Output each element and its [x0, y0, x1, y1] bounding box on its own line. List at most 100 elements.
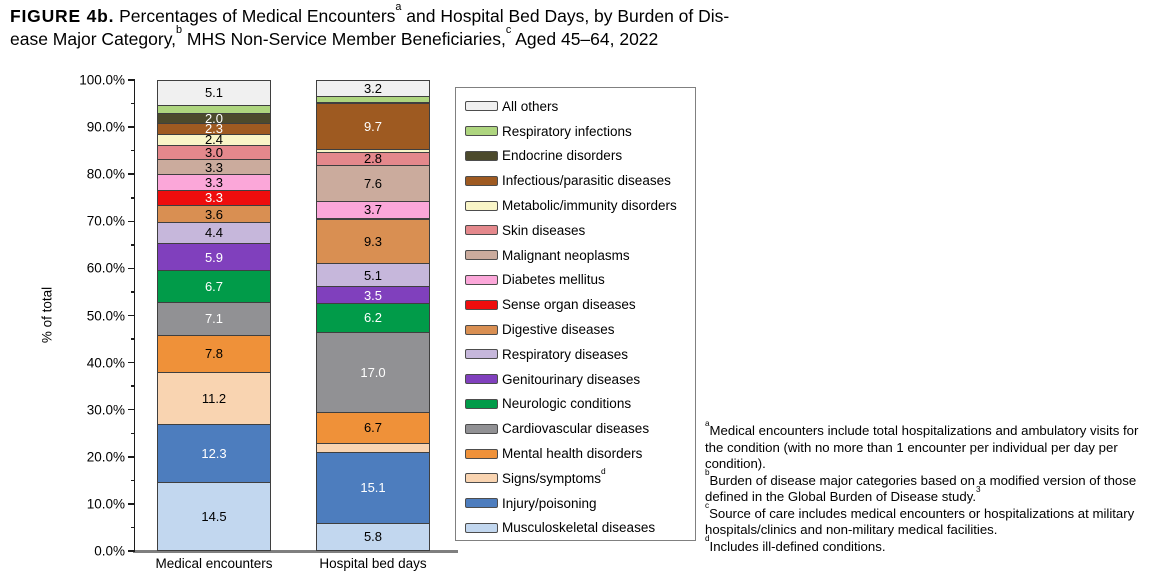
- y-axis-tick: [128, 79, 135, 81]
- y-axis-tick-label: 20.0%: [86, 449, 125, 465]
- y-axis-tick-label: 80.0%: [86, 166, 125, 182]
- bar-segment: 5.1: [158, 81, 270, 105]
- y-axis-tick: [128, 361, 135, 364]
- footnote-superscript: b: [705, 468, 710, 478]
- legend-swatch: [465, 299, 498, 310]
- bar-segment: 9.7: [317, 103, 429, 149]
- bar-segment: 2.3: [158, 122, 270, 135]
- footnote: bBurden of disease major categories base…: [705, 468, 1137, 504]
- legend-swatch: [465, 374, 498, 385]
- bar-segment: 5.9: [158, 242, 270, 271]
- legend-label: Neurologic conditions: [502, 396, 632, 412]
- y-axis-tick: [131, 526, 135, 529]
- segment-value-label: 2.0: [204, 111, 224, 127]
- segment-value-label: 14.5: [201, 508, 227, 524]
- legend-swatch: [465, 473, 498, 484]
- y-axis-tick: [128, 550, 135, 552]
- segment-value-label: 6.7: [363, 420, 383, 436]
- segment-value-label: 2.4: [204, 132, 224, 148]
- legend-item: Injury/poisoning: [465, 491, 695, 516]
- title-line2-end: Aged 45–64, 2022: [511, 29, 659, 49]
- y-axis-title: % of total: [39, 286, 55, 344]
- bar-segment: 4.4: [158, 222, 270, 243]
- segment-value-label: 7.6: [363, 175, 383, 191]
- category-label-medical-encounters: Medical encounters: [155, 556, 273, 571]
- legend-label: Endocrine disorders: [502, 148, 623, 164]
- segment-value-label: 3.5: [363, 287, 383, 303]
- legend-label: Sense organ diseases: [502, 297, 636, 313]
- bar-segment: 6.7: [317, 411, 429, 444]
- y-axis-tick-label: 30.0%: [86, 402, 125, 418]
- y-axis-tick-label: 10.0%: [86, 496, 125, 512]
- y-axis-tick: [131, 338, 135, 340]
- segment-value-label: 3.7: [363, 202, 383, 218]
- y-axis-tick: [131, 197, 135, 199]
- legend-label: Respiratory infections: [502, 123, 632, 139]
- bar-segment: 14.5: [158, 481, 270, 550]
- legend-item: Genitourinary diseases: [465, 367, 695, 392]
- legend-label: Musculoskeletal diseases: [502, 520, 656, 536]
- bar-segment: 9.3: [317, 218, 429, 263]
- legend-swatch: [465, 498, 498, 509]
- y-axis-tick-label: 60.0%: [86, 260, 125, 276]
- legend-item: Respiratory infections: [465, 119, 695, 144]
- legend-item: Malignant neoplasms: [465, 243, 695, 268]
- segment-value-label: 3.3: [204, 190, 224, 206]
- legend-label: Malignant neoplasms: [502, 247, 630, 263]
- y-axis-tick: [131, 102, 135, 105]
- legend-item: Metabolic/immunity disorders: [465, 193, 695, 218]
- legend-item: Cardiovascular diseases: [465, 416, 695, 441]
- y-axis-tick-label: 40.0%: [86, 355, 125, 371]
- bar-segment: 3.5: [317, 286, 429, 303]
- segment-value-label: 7.1: [204, 311, 224, 327]
- bar-segment: 6.2: [317, 302, 429, 332]
- bar-segment: 6.7: [158, 270, 270, 302]
- segment-value-label: 3.3: [204, 175, 224, 191]
- legend-swatch: [465, 324, 498, 335]
- y-axis-tick-label: 100.0%: [79, 72, 125, 88]
- legend-label: Respiratory diseases: [502, 346, 629, 362]
- segment-value-label: 7.8: [204, 346, 224, 362]
- y-axis-tick: [128, 126, 135, 128]
- title-line2-start: ease Major Category,: [10, 29, 177, 49]
- segment-value-label: 2.8: [363, 151, 383, 167]
- legend-item: Endocrine disorders: [465, 144, 695, 169]
- segment-value-label: 17.0: [360, 364, 386, 380]
- bar-segment: 3.3: [158, 174, 270, 191]
- segment-value-label: 15.1: [360, 480, 386, 496]
- footnote-tail-superscript: 3: [976, 484, 981, 494]
- legend-swatch: [465, 150, 498, 161]
- y-axis-tick: [131, 385, 135, 387]
- bar-segment: [317, 148, 429, 152]
- bar-segment: 3.3: [158, 158, 270, 175]
- title-superscript-a: a: [395, 1, 402, 14]
- legend-item: Signs/symptomsd: [465, 466, 695, 491]
- bar-segment: [317, 443, 429, 452]
- segment-value-label: 6.7: [204, 279, 224, 295]
- legend-item: All others: [465, 94, 695, 119]
- segment-value-label: 12.3: [201, 446, 227, 462]
- legend-box: All others Respiratory infections Endocrin…: [455, 87, 696, 541]
- segment-value-label: 5.1: [363, 267, 383, 283]
- y-axis-tick: [128, 456, 135, 458]
- y-axis-tick: [128, 314, 135, 317]
- bar-segment: [317, 96, 429, 103]
- legend-swatch: [465, 423, 498, 434]
- legend-swatch: [465, 398, 498, 409]
- legend-item: Digestive diseases: [465, 317, 695, 342]
- bar-segment: 7.8: [158, 335, 270, 372]
- y-axis-tick: [131, 479, 135, 482]
- y-axis-tick: [128, 267, 135, 270]
- title-line2-mid: MHS Non-Service Member Beneficiaries,: [182, 29, 506, 49]
- footnote-superscript: a: [705, 418, 710, 428]
- bar-segment: 7.1: [158, 301, 270, 336]
- legend-swatch: [465, 175, 498, 186]
- legend-label: Genitourinary diseases: [502, 371, 641, 387]
- legend-superscript: d: [601, 465, 606, 476]
- footnote-superscript: c: [705, 501, 710, 511]
- bar-segment: 5.8: [317, 522, 429, 550]
- y-axis-tick-label: 0.0%: [94, 543, 125, 559]
- legend-label: Signs/symptomsd: [502, 465, 606, 486]
- segment-value-label: 3.0: [204, 144, 224, 160]
- bar-segment: 3.6: [158, 205, 270, 223]
